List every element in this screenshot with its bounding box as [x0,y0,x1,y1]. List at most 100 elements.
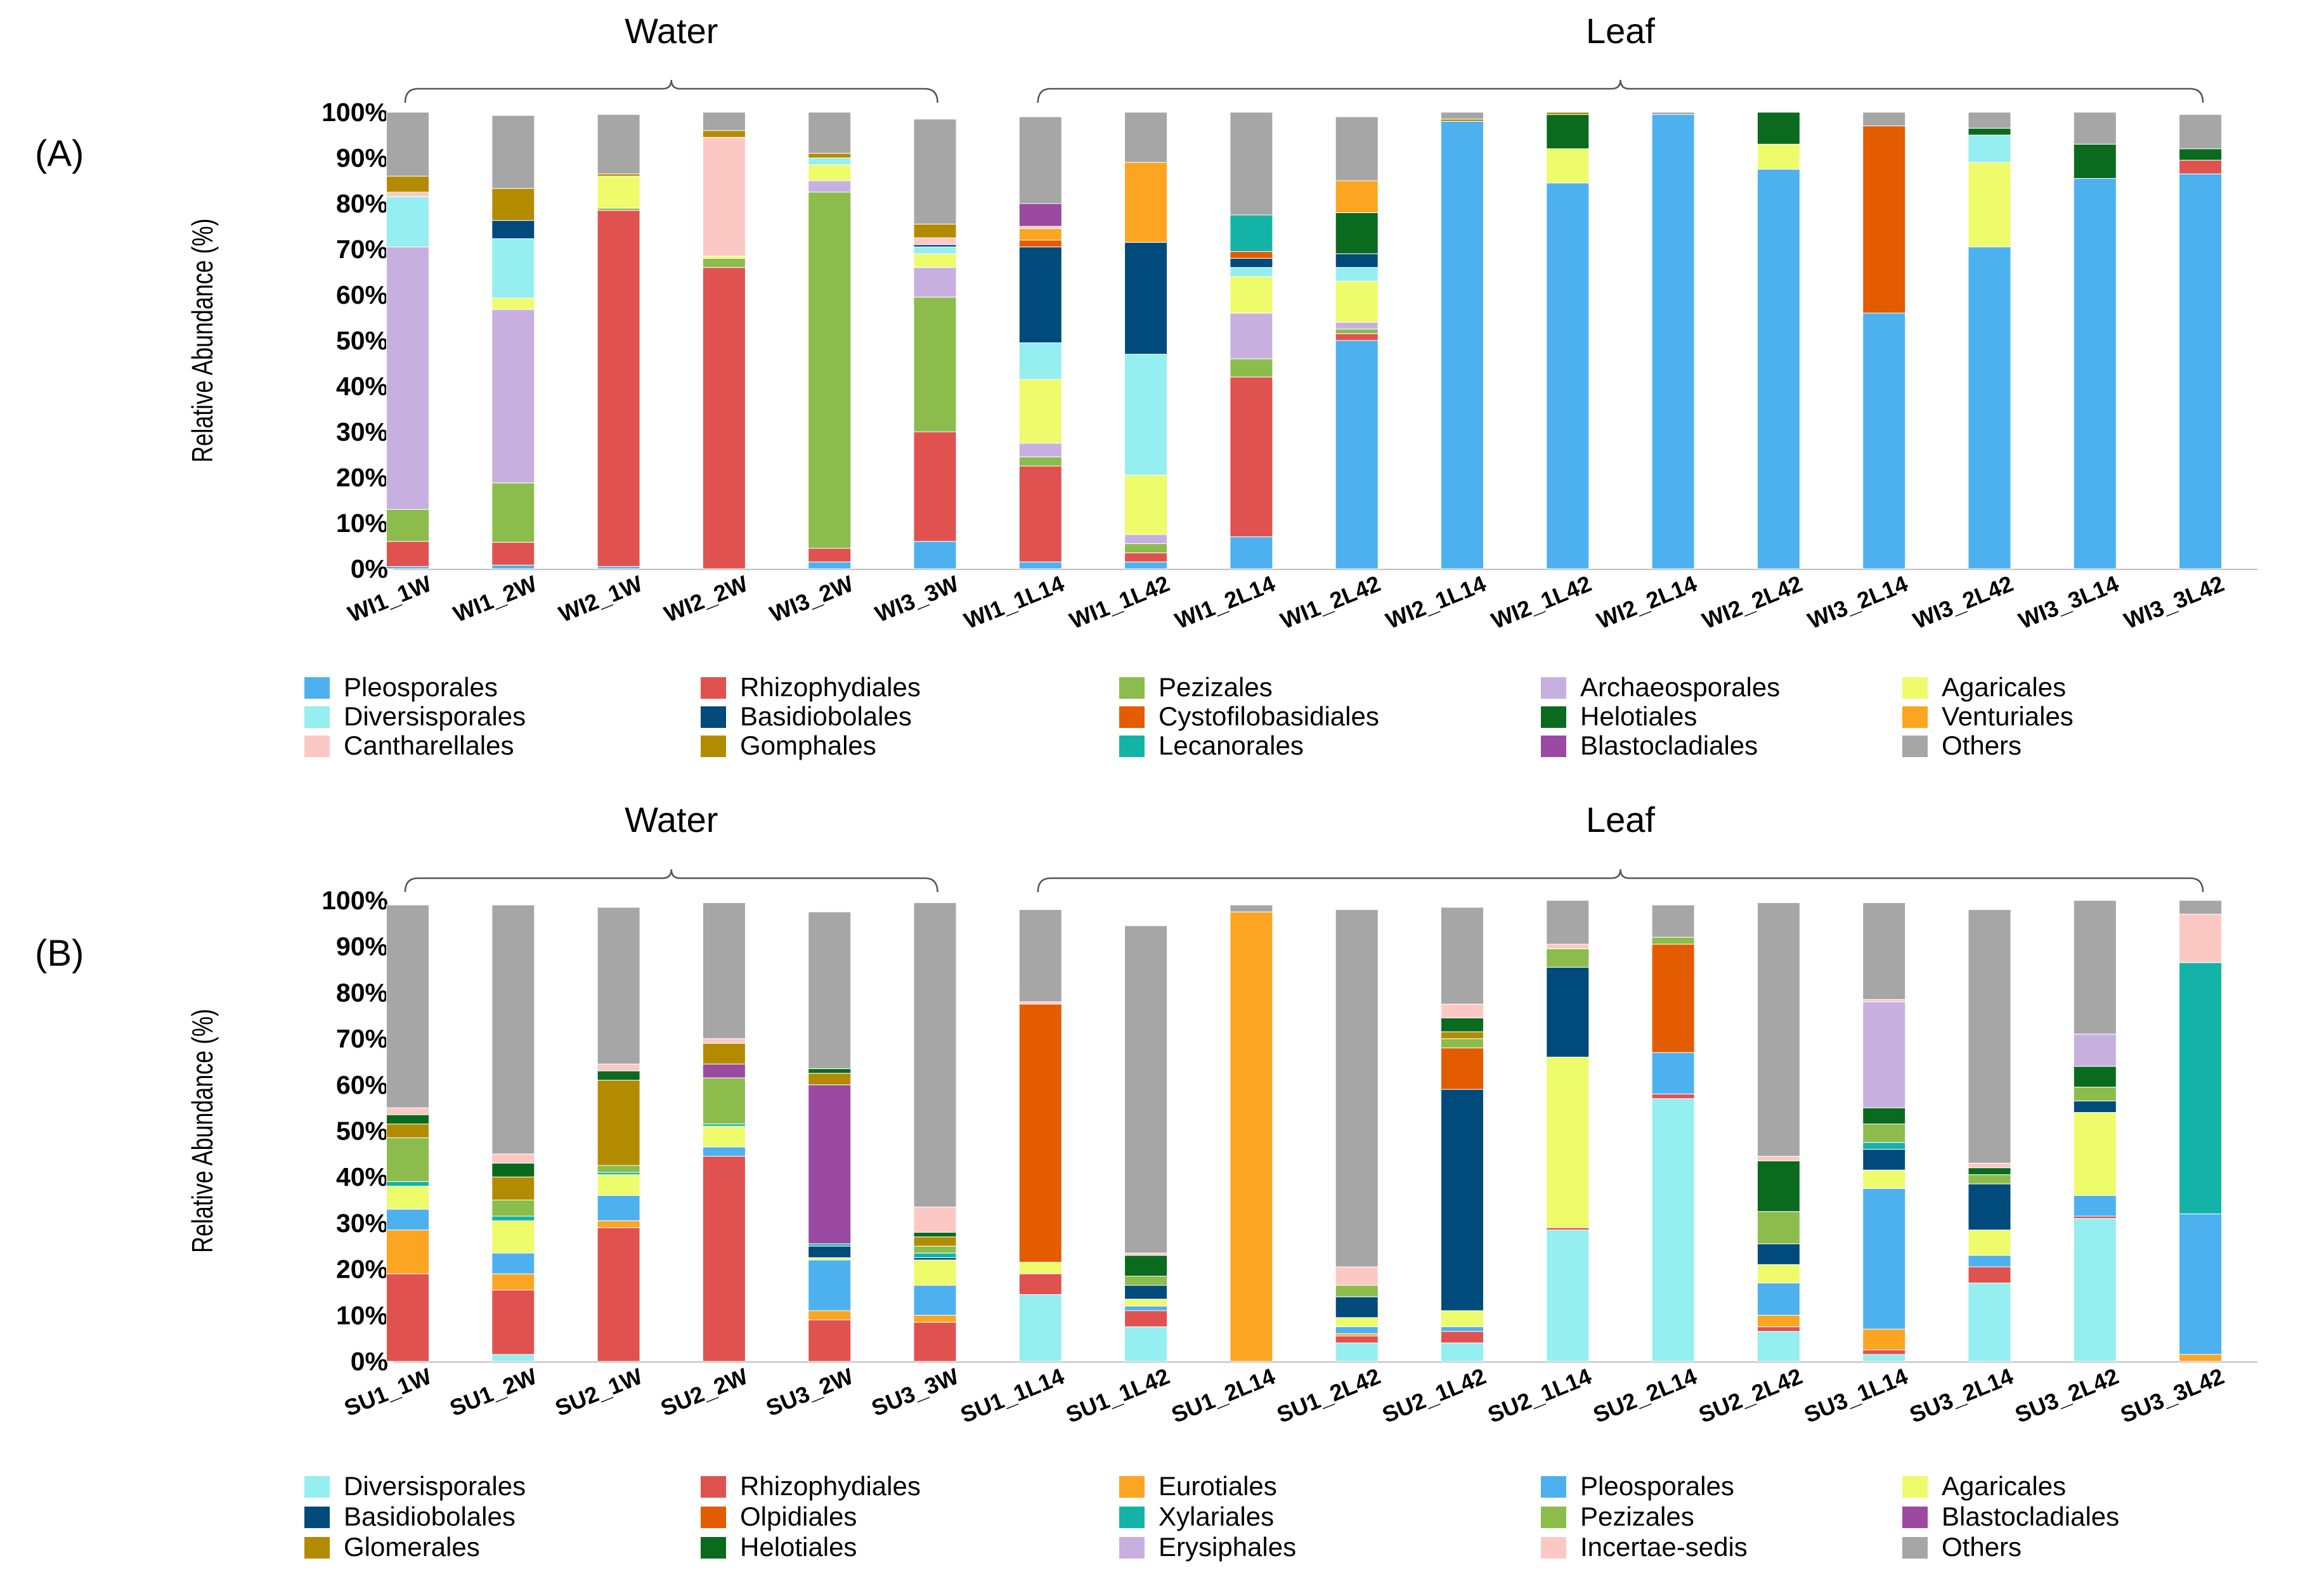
legend-swatch-agaricales [1902,1476,1928,1498]
legend-swatch-cystofilobasidiales [1119,706,1145,728]
bar-segment-rhizophydiales-wi2-1w [597,210,640,567]
legend-label-pezizales: Pezizales [1580,1501,1694,1531]
bar-segment-diversisporales-wi3-2w [808,157,852,165]
bar-segment-eurotiales-su3-3l42 [2179,1354,2223,1362]
bar-segment-others-wi1-2l14 [1230,112,1273,216]
bar-segment-pezizales-wi1-2l14 [1230,358,1273,378]
legend-swatch-venturiales [1902,706,1928,728]
bar-segment-venturiales-wi1-1l14 [1018,228,1062,241]
legend-swatch-olpidiales [701,1507,726,1528]
bar-segment-incertae-sedis-su2-1l14 [1546,944,1590,949]
bar-segment-pleosporales-su3-2w [808,1259,852,1311]
bar-segment-pleosporales-su3-3w [913,1285,957,1316]
bar-segment-diversisporales-su2-1l42 [1441,1342,1484,1362]
bar-segment-pezizales-su2-1l42 [1441,1038,1484,1049]
bar-segment-pleosporales-su2-1l42 [1441,1326,1484,1332]
bar-segment-pleosporales-wi1-1w [386,566,429,569]
bar-segment-others-su2-1l42 [1441,907,1484,1005]
bar-segment-pezizales-su3-1l14 [1862,1124,1906,1143]
bar-segment-agaricales-su3-1l14 [1862,1169,1906,1189]
bar-segment-others-wi3-3l14 [2073,112,2117,145]
legend-label-pleosporales: Pleosporales [1580,1471,1734,1501]
y-tick-label: 90% [336,932,388,961]
bar-segment-pleosporales-wi1-1l14 [1018,561,1062,569]
legend-label-olpidiales: Olpidiales [740,1501,857,1531]
bar-segment-others-wi2-2l14 [1651,112,1695,115]
bar-segment-basidiobolales-su3-2w [808,1245,852,1258]
bar-segment-rhizophydiales-wi1-1l42 [1124,552,1168,562]
bar-segment-others-wi3-3w [913,119,957,224]
legend-label-agaricales: Agaricales [1942,1471,2066,1501]
bar-segment-basidiobolales-wi1-2w [491,220,535,239]
x-tick-label: WI3_2W [766,570,857,627]
bar-segment-pezizales-su3-3w [913,1245,957,1254]
bar-segment-helotiales-wi1-2l42 [1335,212,1379,254]
bar-segment-pleosporales-wi2-1l14 [1441,120,1484,569]
bar-segment-pezizales-wi1-2l42 [1335,328,1379,334]
x-tick-label: SU1_1L42 [1062,1363,1173,1427]
bar-segment-pezizales-wi3-2w [808,191,852,549]
y-axis-label: Relative Abundance (%) [186,219,219,463]
bar-segment-pleosporales-wi3-3w [913,541,957,569]
legend-swatch-blastocladiales [1541,736,1566,757]
bar-segment-incertae-sedis-su3-1l14 [1862,999,1906,1002]
legend-label-erysiphales: Erysiphales [1159,1532,1296,1562]
bar-segment-glomerales-su1-1w [386,1124,429,1138]
bar-segment-helotiales-su2-2l42 [1756,1160,1800,1212]
x-tick-label: SU3_2L14 [1906,1363,2017,1427]
bar-segment-pleosporales-wi3-2w [808,561,852,569]
bar-segment-pleosporales-su3-2l14 [1968,1255,2011,1268]
bar-segment-rhizophydiales-su3-3w [913,1321,957,1362]
bar-segment-rhizophydiales-su2-1l14 [1546,1227,1590,1231]
bar-segment-blastocladiales-su2-2w [702,1063,746,1079]
bar-segment-olpidiales-su2-2l14 [1651,944,1695,1053]
bar-segment-helotiales-su1-2w [491,1162,535,1177]
x-tick-label: SU3_1L14 [1800,1363,1911,1427]
legend-label-basidiobolales: Basidiobolales [740,701,912,731]
x-tick-label: SU1_1L14 [957,1363,1068,1427]
bar-segment-basidiobolales-su2-2l42 [1756,1243,1800,1265]
bar-segment-pleosporales-wi2-2l42 [1756,169,1800,569]
bar-segment-blastocladiales-wi1-1l14 [1018,203,1062,227]
bar-segment-pezizales-su3-2l42 [2073,1086,2117,1101]
x-tick-label: SU2_2L14 [1590,1363,1701,1427]
legend-label-gomphales: Gomphales [740,730,876,760]
legend-label-pleosporales: Pleosporales [344,672,498,702]
bar-segment-pleosporales-wi1-2w [491,564,535,569]
bar-segment-agaricales-su1-2w [491,1220,535,1254]
bar-segment-pleosporales-wi1-1l42 [1124,561,1168,569]
bar-segment-pleosporales-su2-2l42 [1756,1282,1800,1316]
x-tick-label: SU3_3L42 [2117,1363,2228,1427]
group-label-leaf: Leaf [1586,800,1655,840]
bar-segment-incertae-sedis-su1-1l14 [1018,1001,1062,1005]
bar-segment-gomphales-wi2-2w [702,130,746,138]
bar-segment-others-su2-1w [597,907,640,1065]
legend-swatch-gomphales [701,736,726,757]
x-tick-label: WI1_2W [450,570,540,627]
bar-segment-diversisporales-wi1-1l14 [1018,342,1062,380]
bar-segment-archaeosporales-wi3-3w [913,267,957,298]
bar-segment-diversisporales-su1-2l42 [1335,1342,1379,1362]
bar-segment-blastocladiales-su3-2w [808,1084,852,1245]
bar-segment-diversisporales-wi1-1l42 [1124,354,1168,476]
bar-segment-pezizales-su1-2w [491,1200,535,1217]
bar-segment-others-wi3-3l42 [2179,114,2223,150]
bar-segment-xylariales-su2-2w [702,1124,746,1127]
bar-segment-agaricales-su2-1w [597,1174,640,1196]
bar-segment-xylariales-su3-3l42 [2179,962,2223,1214]
bar-segment-pleosporales-wi2-1w [597,566,640,569]
bar-segment-pleosporales-wi3-3l14 [2073,178,2117,569]
bar-segment-cantharellales-wi1-1w [386,191,429,197]
y-tick-label: 40% [336,1162,388,1191]
bar-segment-agaricales-su1-1w [386,1186,429,1210]
legend-label-agaricales: Agaricales [1942,672,2066,702]
y-tick-label: 50% [336,1117,388,1146]
bar-segment-basidiobolales-wi1-2l14 [1230,257,1273,268]
x-tick-label: SU2_2L42 [1695,1363,1806,1427]
bar-segment-others-su3-1l14 [1862,902,1906,1000]
bar-segment-helotiales-su3-2w [808,1068,852,1074]
bar-segment-diversisporales-wi1-2l42 [1335,267,1379,282]
bar-segment-diversisporales-su2-1l14 [1546,1229,1590,1362]
bar-segment-others-wi3-2w [808,112,852,154]
x-tick-label: SU3_3W [868,1363,963,1421]
